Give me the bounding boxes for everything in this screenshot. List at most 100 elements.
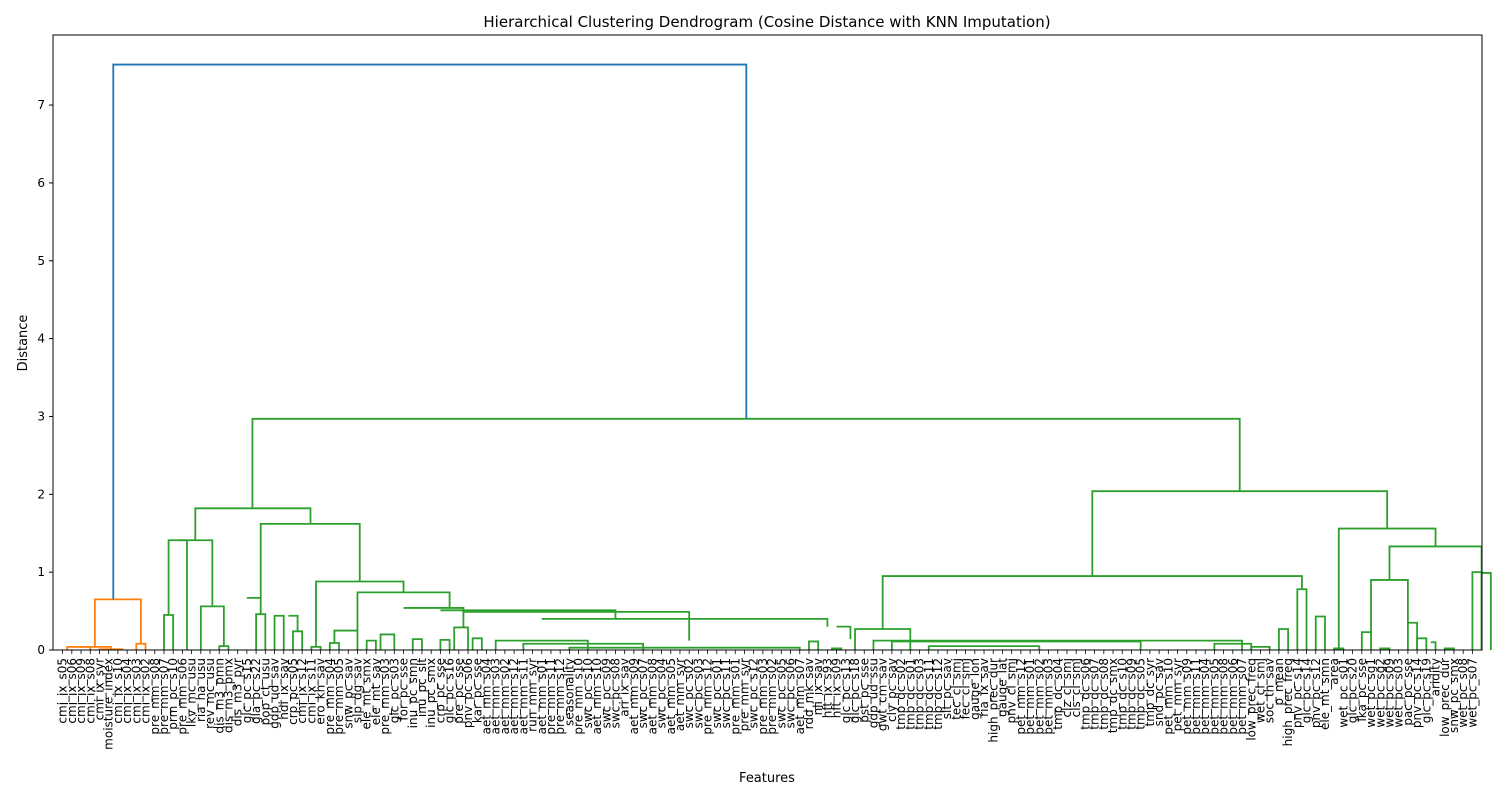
dendrogram-link [1314,615,1326,650]
dendrogram-link [808,640,820,650]
x-axis-leaf-labels: cmi_ix_s05cmi_ix_s06cmi_ix_s09cmi_ix_s08… [56,650,1479,750]
x-leaf-label: cmi_ix_s11 [304,658,318,724]
x-leaf-label: pre_mm_s04 [323,658,337,735]
dendrogram-link [1416,637,1428,650]
dendrogram-link [365,639,377,650]
x-leaf-label: moisture_index [102,658,116,750]
y-tick-label: 5 [37,254,45,268]
x-leaf-label: inu_pc_slt [415,658,429,717]
x-leaf-label: pnv_pc_s12 [1309,658,1323,728]
x-leaf-label: tec_cl_smj [949,658,963,720]
x-leaf-label: tmp_dc_s01 [903,658,917,730]
dendrogram-link [927,645,1041,650]
x-leaf-label: wet_pc_s08 [1456,658,1470,728]
x-leaf-label: cmi_ix_s10 [111,658,125,724]
x-leaf-label: ele_mt_sav [369,658,383,725]
x-leaf-label: swc_pc_s08 [608,658,622,728]
x-leaf-label: wet_pc_sg2 [1373,658,1387,728]
x-leaf-label: cmi_ix_s05 [56,658,70,724]
y-tick-label: 2 [37,487,45,501]
x-leaf-label: soc_th_sav [1263,658,1277,723]
x-leaf-label: cmi_ix_s06 [65,658,79,724]
x-leaf-label: rev_mc_usu [203,658,217,729]
x-leaf-label: aet_mm_s07 [793,658,807,734]
x-leaf-label: run_mm_syr [526,658,540,732]
x-leaf-label: ria_ix_sav [977,658,991,717]
dendrogram-link [1406,621,1419,650]
x-leaf-label: p_mean [1272,658,1286,706]
x-leaf-label: pnv_pc_s14 [1410,658,1424,728]
x-leaf-label: tmp_dc_s05 [1134,658,1148,730]
dendrogram-link [177,539,214,607]
x-leaf-label: ele_mt_smx [360,658,374,730]
dendrogram-link [1370,579,1409,633]
x-leaf-label: cmi_ix_s09 [74,658,88,724]
x-leaf-label: high_prec_dur [986,658,1000,743]
x-leaf-label: pst_pc_sse [857,658,871,723]
x-leaf-label: cmi_ix_s12 [295,658,309,724]
x-leaf-label: pre_mm_s11 [544,658,558,735]
x-leaf-label: tmp_dc_s06 [1078,658,1092,730]
x-leaf-label: pet_mm_s07 [1235,658,1249,735]
x-leaf-label: snw_pc_sav [341,658,355,729]
x-leaf-label: tmp_dc_s11 [922,658,936,730]
x-leaf-label: aet_mm_s12 [507,658,521,734]
x-leaf-label: pac_pc_sse [1401,658,1415,726]
x-leaf-label: tmp_dc_s12 [931,658,945,730]
plot-frame [52,34,1483,651]
x-leaf-label: prm_pc_s10 [166,658,180,730]
y-tick-label: 3 [37,409,45,423]
x-leaf-label: pre_mm_syr [737,658,751,731]
x-leaf-label: aet_mm_s08 [645,658,659,734]
x-leaf-label: swc_pc_s06 [784,658,798,728]
x-leaf-label: hft_ix_s09 [830,658,844,718]
axes [52,34,1483,651]
dendrogram-link [379,633,396,650]
x-leaf-label: pet_mm_syr [1171,658,1185,731]
x-leaf-label: cly_pc_sav [885,658,899,722]
x-leaf-label: pnv_cl_smj [1005,658,1019,724]
x-leaf-label: glc_pc_s20 [1346,658,1360,723]
x-leaf-label: ari_ix_sav [618,658,632,717]
dendrogram-link [333,629,359,650]
dendrogram-link [167,539,188,650]
x-leaf-label: pre_mm_s03 [756,658,770,735]
x-leaf-label: pet_mm_s10 [1161,658,1175,735]
x-leaf-label: swc_pc_s04 [655,658,669,728]
x-leaf-label: clz_cl_smj [1060,658,1074,717]
x-leaf-label: area [1327,658,1341,685]
y-axis-ticks: 0 1 2 3 4 5 6 7 [37,98,53,657]
y-tick-label: 6 [37,176,45,190]
x-leaf-label: kar_pc_sse [470,658,484,723]
dendrogram-link [246,596,262,615]
x-leaf-label: pre_mm_s12 [553,658,567,735]
dendrogram-link [568,646,801,650]
x-leaf-label: hdi_ix_sav [277,658,291,720]
x-leaf-label: pet_mm_s06 [1226,658,1240,735]
dendrogram-link [288,614,299,632]
x-leaf-label: wet_pc_s09 [1382,658,1396,728]
x-leaf-label: wet_pc_sg1 [1364,658,1378,728]
x-leaf-label: fec_cl_smj [959,658,973,719]
dendrogram-link [1443,647,1455,650]
dendrogram-link [273,614,285,650]
x-leaf-label: aet_mm_s10 [590,658,604,734]
x-leaf-label: pet_mm_s11 [1189,658,1203,735]
dendrogram-link [218,645,230,650]
dendrogram-link [494,639,589,650]
x-leaf-label: glc_pc_s13 [839,658,853,723]
x-leaf-label: cmi_ix_s02 [139,658,153,724]
x-leaf-label: tmp_dc_s09 [1124,658,1138,730]
x-leaf-label: tmp_dc_syr [1143,658,1157,727]
x-leaf-label: aet_mm_s11 [516,658,530,734]
x-leaf-label: cls_cl_smj [1069,658,1083,717]
x-leaf-label: pre_mm_s10 [572,658,586,735]
dendrogram-link [255,613,267,650]
dendrogram-link [411,638,423,650]
x-leaf-label: swc_pc_s03 [691,658,705,728]
x-leaf-label: swc_pc_s10 [581,658,595,728]
dendrogram-link [1296,588,1308,650]
dendrogram-link [1360,631,1372,650]
x-leaf-label: dis_m3_pmx [221,658,235,733]
dendrogram-link [1430,641,1437,650]
